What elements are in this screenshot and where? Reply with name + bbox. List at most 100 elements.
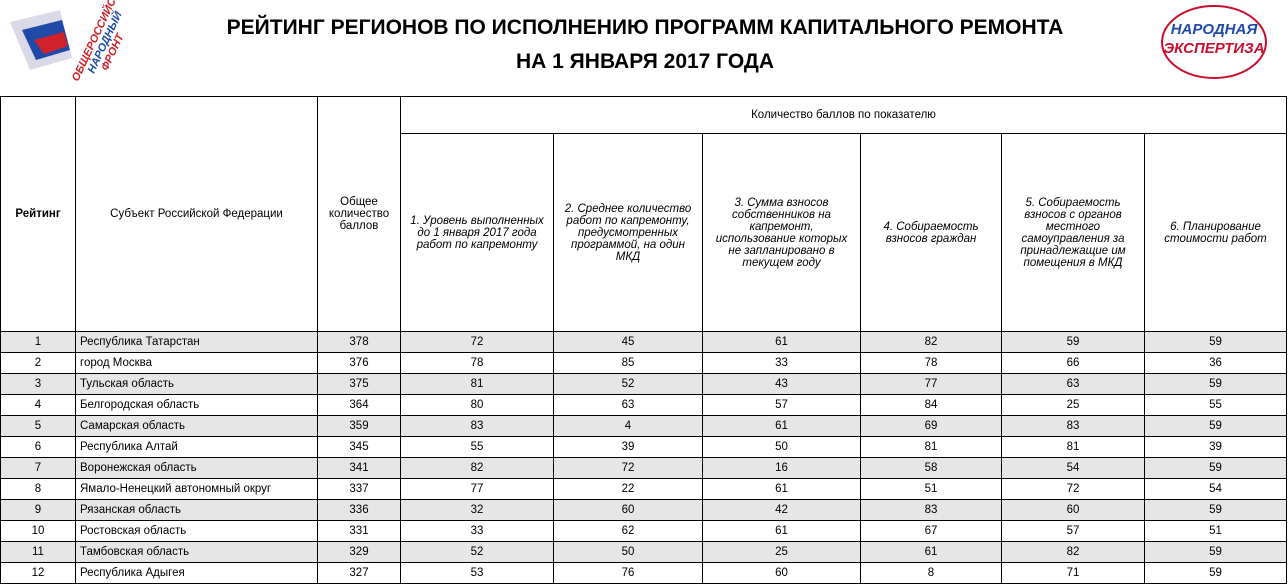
table-cell: 12 — [0, 562, 76, 584]
column-header: 5. Собираемость взносов с органов местно… — [1001, 133, 1145, 332]
table-cell: 82 — [1001, 541, 1145, 563]
column-header: 6. Планирование стоимости работ — [1143, 133, 1288, 332]
table-cell: 60 — [553, 499, 703, 521]
table-cell: 3 — [0, 373, 76, 395]
table-cell: 59 — [1001, 331, 1145, 353]
table-cell: 69 — [860, 415, 1002, 437]
table-cell: 62 — [553, 520, 703, 542]
table-cell: 71 — [1001, 562, 1145, 584]
table-cell: 81 — [860, 436, 1002, 458]
table-cell: 61 — [702, 478, 861, 500]
table-cell: 59 — [1143, 415, 1288, 437]
table-cell: 82 — [860, 331, 1002, 353]
logo-text: НАРОДНАЯ — [1171, 21, 1259, 38]
table-cell: город Москва — [75, 352, 318, 374]
group-header: Количество баллов по показателю — [399, 96, 1288, 134]
table-cell: 5 — [0, 415, 76, 437]
table-cell: 55 — [1143, 394, 1288, 416]
table-cell: 61 — [702, 415, 861, 437]
column-header: Субъект Российской Федерации — [75, 96, 318, 332]
table-cell: 52 — [553, 373, 703, 395]
table-row: 7 Воронежская область 341 82 72 16 58 54 59 — [0, 457, 1288, 479]
table-cell: 81 — [400, 373, 554, 395]
table-row: 10 Ростовская область 331 33 62 61 67 57 51 — [0, 520, 1288, 542]
table-row: 8 Ямало-Ненецкий автономный округ 337 77 22 6… — [0, 478, 1288, 500]
table-cell: Республика Татарстан — [75, 331, 318, 353]
table-cell: Республика Алтай — [75, 436, 318, 458]
logo-stripe — [34, 32, 68, 54]
table-cell: 58 — [860, 457, 1002, 479]
column-header: Общее количество баллов — [317, 96, 401, 332]
table-cell: Тульская область — [75, 373, 318, 395]
table-cell: 341 — [317, 457, 401, 479]
table-cell: 81 — [1001, 436, 1145, 458]
table-cell: 33 — [702, 352, 861, 374]
column-header: 4. Собираемость взносов граждан — [860, 133, 1002, 332]
table-cell: 4 — [0, 394, 76, 416]
table-cell: 337 — [317, 478, 401, 500]
table-cell: 72 — [400, 331, 554, 353]
table-cell: Самарская область — [75, 415, 318, 437]
table-cell: 59 — [1143, 541, 1288, 563]
table-cell: 378 — [317, 331, 401, 353]
table-cell: 76 — [553, 562, 703, 584]
table-row: 3 Тульская область 375 81 52 43 77 63 59 — [0, 373, 1288, 395]
table-cell: 72 — [553, 457, 703, 479]
table-cell: 84 — [860, 394, 1002, 416]
table-cell: 55 — [400, 436, 554, 458]
table-cell: 78 — [400, 352, 554, 374]
table-cell: 16 — [702, 457, 861, 479]
table-cell: 60 — [1001, 499, 1145, 521]
table-cell: 50 — [553, 541, 703, 563]
logo-swoosh — [1161, 5, 1267, 79]
table-row: 9 Рязанская область 336 32 60 42 83 60 59 — [0, 499, 1288, 521]
table-cell: 77 — [400, 478, 554, 500]
table-cell: Республика Адыгея — [75, 562, 318, 584]
table-cell: 51 — [860, 478, 1002, 500]
table-cell: 43 — [702, 373, 861, 395]
column-header: 1. Уровень выполненных до 1 января 2017 … — [400, 133, 554, 332]
table-cell: 83 — [400, 415, 554, 437]
table-cell: 63 — [553, 394, 703, 416]
table-cell: 80 — [400, 394, 554, 416]
table-row: 11 Тамбовская область 329 52 50 25 61 82 59 — [0, 541, 1288, 563]
table-cell: 61 — [860, 541, 1002, 563]
table-cell: 66 — [1001, 352, 1145, 374]
table-cell: 77 — [860, 373, 1002, 395]
table-cell: 54 — [1143, 478, 1288, 500]
logo-text: ЭКСПЕРТИЗА — [1163, 40, 1264, 57]
table-cell: 59 — [1143, 457, 1288, 479]
table-cell: 329 — [317, 541, 401, 563]
table-cell: 6 — [0, 436, 76, 458]
table-cell: 52 — [400, 541, 554, 563]
table-cell: 59 — [1143, 499, 1288, 521]
table-cell: 39 — [553, 436, 703, 458]
table-cell: 336 — [317, 499, 401, 521]
table-cell: 359 — [317, 415, 401, 437]
column-header: 3. Сумма взносов собственников на капрем… — [702, 133, 861, 332]
table-cell: 9 — [0, 499, 76, 521]
table-cell: 59 — [1143, 373, 1288, 395]
table-cell: 67 — [860, 520, 1002, 542]
table-cell: 59 — [1143, 331, 1288, 353]
table-cell: Ямало-Ненецкий автономный округ — [75, 478, 318, 500]
table-cell: 25 — [1001, 394, 1145, 416]
table-cell: 4 — [553, 415, 703, 437]
table-row: 5 Самарская область 359 83 4 61 69 83 59 — [0, 415, 1288, 437]
table-cell: 33 — [400, 520, 554, 542]
table-cell: 42 — [702, 499, 861, 521]
table-cell: 331 — [317, 520, 401, 542]
table-row: 2 город Москва 376 78 85 33 78 66 36 — [0, 352, 1288, 374]
table-cell: 8 — [0, 478, 76, 500]
table-cell: 1 — [0, 331, 76, 353]
table-cell: 83 — [860, 499, 1002, 521]
column-header: Рейтинг — [0, 96, 76, 332]
title-line: НА 1 ЯНВАРЯ 2017 ГОДА — [516, 50, 774, 73]
table-cell: 57 — [702, 394, 861, 416]
table-cell: 83 — [1001, 415, 1145, 437]
table-cell: 61 — [702, 331, 861, 353]
table-cell: 11 — [0, 541, 76, 563]
table-cell: 376 — [317, 352, 401, 374]
table-cell: 61 — [702, 520, 861, 542]
